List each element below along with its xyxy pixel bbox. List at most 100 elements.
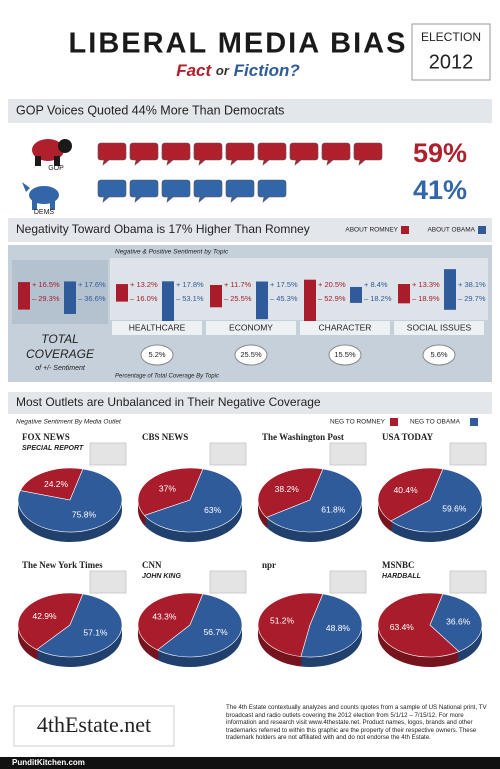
sentiment-bar: [398, 292, 410, 304]
sentiment-bar: [64, 292, 76, 314]
topics: + 16.5% – 29.3% + 17.6% – 36.6% + 13.2% – 16.…: [18, 269, 486, 366]
speech-bubble: [289, 142, 319, 166]
coverage: 15.5%: [334, 350, 356, 359]
sentiment-bar: [64, 281, 76, 292]
section-heading: Most Outlets are Unbalanced in Their Neg…: [16, 395, 321, 409]
pie-label: 57.1%: [83, 627, 108, 637]
speech-bubble: [97, 142, 127, 166]
sentiment-bar: [304, 279, 316, 292]
bar-label: – 52.9%: [318, 294, 346, 303]
coverage-bubble: [422, 344, 456, 366]
pie-label: 36.6%: [446, 616, 471, 626]
subheading: Negative Sentiment By Media Outlet: [16, 419, 122, 426]
tv-frame: [89, 442, 127, 466]
coverage: 5.6%: [430, 350, 447, 359]
sentiment-bar: [256, 281, 268, 292]
bar-label: – 16.0%: [130, 294, 158, 303]
tv-frame: [209, 442, 247, 466]
election: ELECTION: [421, 30, 481, 44]
total-label: of +/- Sentiment: [35, 365, 86, 372]
legend-swatch: [390, 418, 398, 426]
speech-bubble: [257, 142, 287, 166]
pie-slice: [36, 593, 123, 658]
tv-frame: [329, 570, 367, 594]
bar-label: + 17.8%: [176, 280, 204, 289]
outlet-logo: USA TODAY: [382, 432, 434, 442]
speech-bubble: [193, 179, 223, 203]
outlet-logo: FOX NEWS: [22, 432, 70, 442]
pie-label: 37%: [159, 483, 176, 493]
outlet-logo: CNN: [142, 560, 162, 570]
fact: Fact: [176, 61, 212, 80]
sentiment-bar: [304, 292, 316, 324]
coverage-bubble: [328, 344, 362, 366]
topic-name: SOCIAL ISSUES: [407, 322, 472, 332]
sentiment-bar: [210, 292, 222, 308]
percent: 41%: [413, 175, 467, 205]
bar-label: + 17.6%: [78, 280, 106, 289]
pie-slice: [157, 593, 243, 658]
speech-bubble: [97, 179, 127, 203]
tv-frame: [449, 442, 487, 466]
pie-label: 38.2%: [275, 484, 300, 494]
section-heading: Negativity Toward Obama is 17% Higher Th…: [16, 222, 310, 236]
pie-label: 59.6%: [442, 503, 467, 513]
brand-box: [13, 705, 175, 747]
pie-slice: [137, 592, 204, 651]
bubbles: 59%41%: [97, 138, 467, 205]
legend-label: NEG TO OBAMA: [410, 419, 461, 426]
outlet-logo: CBS NEWS: [142, 432, 188, 442]
pie-slice: [300, 593, 363, 658]
pie-slice: [265, 468, 363, 533]
bar-label: – 29.7%: [458, 294, 486, 303]
pie-slice: [143, 468, 243, 533]
pie-label: 42.9%: [32, 611, 57, 621]
outlet-show: HARDBALL: [382, 573, 421, 580]
pie-slice: [377, 592, 460, 658]
section-band: [8, 218, 492, 242]
bar-label: + 13.3%: [412, 280, 440, 289]
coverage-bubble: [140, 344, 174, 366]
brand: 4thEstate.net: [37, 712, 151, 737]
pie-label: 56.7%: [204, 627, 229, 637]
legend-label: NEG TO ROMNEY: [330, 419, 386, 426]
elephant-icon: [32, 139, 72, 166]
legend-swatch: [401, 226, 409, 234]
credit-bar: [0, 757, 500, 769]
election-box: [411, 23, 491, 81]
legend-swatch: [478, 226, 486, 234]
pie-slice: [377, 467, 444, 522]
sentiment-bar: [18, 292, 30, 310]
pie-label: 75.8%: [72, 510, 97, 520]
speech-bubble: [193, 142, 223, 166]
speech-bubble: [161, 142, 191, 166]
pie-slice: [257, 592, 324, 657]
speech-bubble: [161, 179, 191, 203]
outlet-show: SPECIAL REPORT: [22, 445, 84, 452]
legend-label: ABOUT ROMNEY: [345, 227, 398, 234]
bar-label: + 38.1%: [458, 280, 486, 289]
pie-label: 63.4%: [390, 622, 415, 632]
topic-name: ECONOMY: [229, 322, 273, 332]
bar-label: + 16.5%: [32, 280, 60, 289]
bar-label: – 53.1%: [176, 294, 204, 303]
pie-label: 51.2%: [270, 616, 295, 626]
bar-label: + 11.7%: [224, 280, 252, 289]
pie-label: 24.2%: [44, 479, 69, 489]
footnote: Percentage of Total Coverage By Topic: [115, 374, 219, 380]
legend-label: ABOUT OBAMA: [427, 227, 475, 234]
section-heading: GOP Voices Quoted 44% More Than Democrat…: [16, 103, 284, 117]
percent: 59%: [413, 138, 467, 168]
sentiment-bar: [116, 292, 128, 302]
speech-bubble: [353, 142, 383, 166]
speech-bubble: [321, 142, 351, 166]
speech-bubble: [129, 142, 159, 166]
tv-frame: [329, 442, 367, 466]
bar-label: – 18.9%: [412, 294, 440, 303]
pie-slice: [17, 592, 84, 650]
total-label: TOTAL: [41, 332, 79, 346]
pie-slice: [137, 467, 204, 516]
topic-label-band: [394, 321, 484, 335]
or: or: [216, 63, 230, 78]
